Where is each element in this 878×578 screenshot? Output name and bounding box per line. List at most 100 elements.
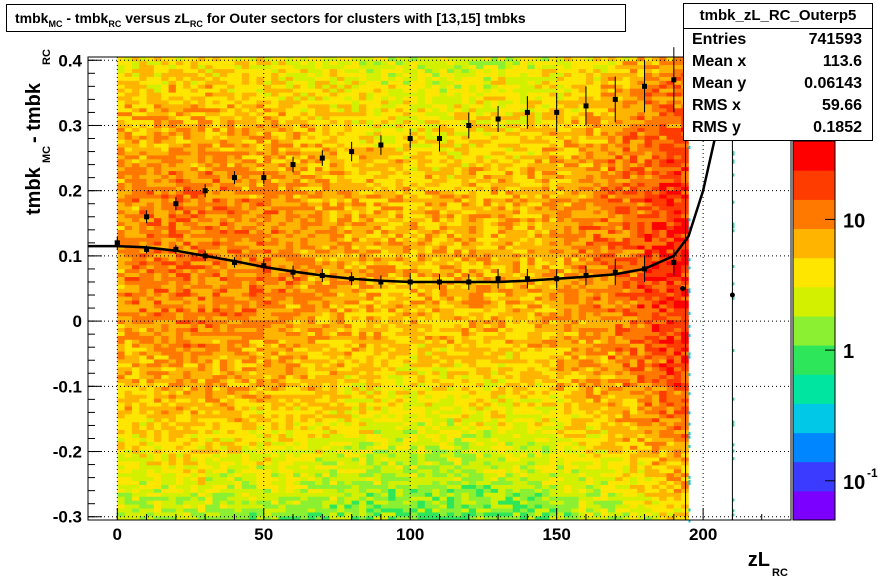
heatmap-cell (153, 461, 162, 466)
heatmap-cell (388, 131, 396, 136)
heatmap-cell (351, 60, 360, 66)
heatmap-cell (131, 414, 140, 419)
heatmap-cell (146, 390, 155, 395)
heatmap-cell (336, 284, 345, 289)
heatmap-cell (366, 257, 374, 262)
heatmap-cell (197, 143, 206, 148)
heatmap-cell (249, 504, 257, 509)
heatmap-cell (300, 280, 308, 285)
heatmap-cell (153, 115, 162, 121)
heatmap-cell (153, 417, 162, 423)
heatmap-cell (402, 147, 411, 152)
heatmap-cell (219, 123, 228, 128)
heatmap-cell (117, 64, 125, 70)
heatmap-cell (183, 449, 191, 454)
heatmap-cell (212, 194, 221, 199)
heatmap-cell (351, 264, 360, 270)
heatmap-cell (285, 445, 294, 450)
heatmap-cell (234, 508, 243, 513)
heatmap-cell (227, 155, 235, 160)
heatmap-cell (424, 441, 433, 446)
heatmap-cell (139, 213, 147, 219)
heatmap-cell (358, 72, 367, 77)
heatmap-cell (131, 378, 140, 383)
heatmap-cell (322, 500, 330, 505)
heatmap-cell (336, 378, 345, 383)
heatmap-cell (395, 127, 404, 132)
heatmap-cell (205, 417, 213, 423)
heatmap-cell (241, 421, 250, 427)
heatmap-cell (146, 104, 155, 109)
heatmap-cell (263, 202, 272, 207)
heatmap-cell (285, 143, 294, 148)
heatmap-cell (336, 60, 345, 66)
heatmap-cell (351, 296, 360, 301)
heatmap-cell (249, 253, 257, 258)
heatmap-cell (117, 386, 125, 391)
heatmap-cell (366, 241, 374, 246)
heatmap-cell (256, 182, 265, 187)
heatmap-cell (197, 198, 206, 203)
heatmap-cell (212, 131, 221, 136)
heatmap-cell (139, 351, 147, 356)
heatmap-cell (139, 449, 147, 454)
heatmap-cell (307, 500, 316, 505)
heatmap-cell (336, 433, 345, 438)
heatmap-cell (285, 178, 294, 183)
heatmap-cell (373, 363, 382, 368)
heatmap-cell (256, 319, 265, 325)
heatmap-cell (190, 268, 199, 274)
heatmap-cell (336, 139, 345, 144)
heatmap-cell (344, 88, 352, 93)
heatmap-cell (175, 512, 184, 517)
heatmap-cell (322, 288, 330, 293)
heatmap-cell (153, 147, 162, 152)
heatmap-cell (139, 468, 147, 474)
heatmap-cell (117, 229, 125, 234)
heatmap-cell (417, 88, 426, 93)
heatmap-cell (322, 186, 330, 191)
heatmap-cell (219, 441, 228, 446)
heatmap-cell (256, 453, 265, 458)
heatmap-cell (307, 104, 316, 109)
heatmap-cell (366, 390, 374, 395)
heatmap-cell (227, 123, 235, 128)
heatmap-cell (241, 115, 250, 121)
heatmap-cell (293, 190, 301, 195)
heatmap-cell (197, 170, 206, 176)
heatmap-cell (380, 386, 389, 391)
heatmap-cell (410, 284, 418, 289)
heatmap-cell (307, 351, 316, 356)
heatmap-cell (402, 315, 411, 321)
heatmap-cell (307, 374, 316, 380)
heatmap-cell (197, 339, 206, 344)
heatmap-cell (227, 190, 235, 195)
heatmap-cell (146, 249, 155, 254)
heatmap-cell (117, 151, 125, 156)
heatmap-cell (131, 170, 140, 176)
heatmap-cell (175, 370, 184, 376)
heatmap-cell (139, 233, 147, 238)
heatmap-cell (380, 315, 389, 321)
heatmap-cell (344, 296, 352, 301)
heatmap-cell (417, 382, 426, 387)
heatmap-cell (329, 441, 338, 446)
heatmap-cell (271, 504, 279, 509)
heatmap-cell (380, 96, 389, 101)
heatmap-cell (402, 382, 411, 387)
heatmap-cell (271, 465, 279, 470)
heatmap-cell (410, 374, 418, 380)
heatmap-cell (410, 225, 418, 230)
heatmap-cell (183, 100, 191, 105)
heatmap-cell (205, 276, 213, 281)
heatmap-cell (263, 229, 272, 234)
heatmap-cell (278, 272, 287, 278)
heatmap-cell (388, 57, 396, 62)
heatmap-cell (219, 417, 228, 423)
heatmap-cell (293, 335, 301, 340)
heatmap-cell (300, 394, 308, 399)
heatmap-cell (315, 351, 323, 356)
heatmap-cell (380, 268, 389, 274)
heatmap-cell (410, 111, 418, 117)
heatmap-cell (227, 272, 235, 278)
